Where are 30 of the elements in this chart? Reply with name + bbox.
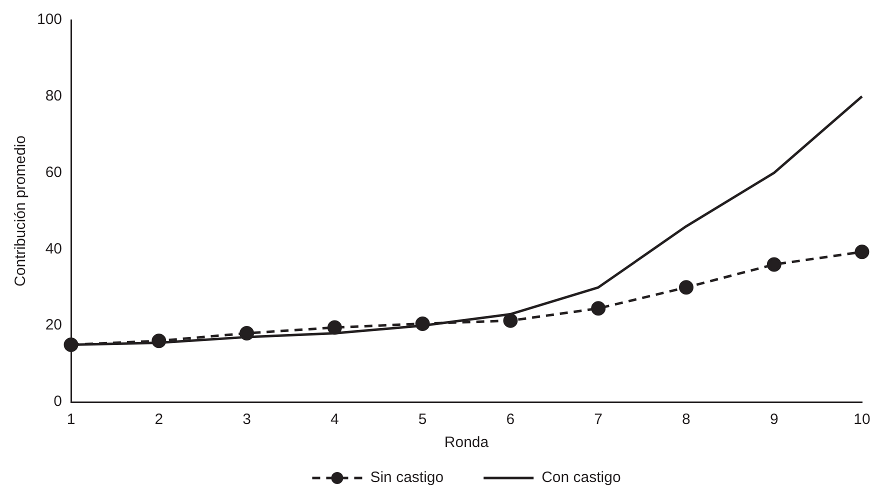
point	[64, 337, 78, 352]
point	[503, 313, 518, 328]
point	[152, 334, 166, 348]
x-tick-label: 2	[154, 411, 164, 428]
y-axis-title: Contribución promedio	[12, 136, 30, 286]
y-tick-label: 20	[45, 316, 62, 334]
x-tick-label: 3	[242, 411, 251, 428]
point	[854, 244, 870, 260]
x-tick-label: 8	[682, 411, 690, 428]
x-tick-label: 9	[770, 411, 778, 428]
y-tick-label: 40	[45, 240, 62, 258]
point	[591, 301, 606, 316]
legend-label: Sin castigo	[370, 469, 444, 486]
point	[678, 280, 694, 295]
point	[766, 257, 782, 272]
x-tick-label: 5	[418, 411, 427, 428]
x-tick-label: 7	[594, 411, 603, 428]
point	[327, 320, 342, 335]
y-tick-label: 0	[54, 393, 62, 410]
legend-label: Con castigo	[542, 469, 621, 486]
x-tick-label: 4	[330, 411, 339, 428]
y-tick-label: 80	[45, 88, 62, 105]
x-axis-title: Ronda	[444, 434, 490, 452]
y-tick-label: 60	[45, 164, 62, 181]
point	[415, 316, 430, 331]
point	[240, 326, 254, 340]
x-tick-label: 10	[854, 411, 870, 428]
x-tick-label: 1	[66, 411, 76, 428]
x-tick-label: 6	[506, 411, 515, 428]
y-tick-label: 100	[36, 11, 62, 28]
